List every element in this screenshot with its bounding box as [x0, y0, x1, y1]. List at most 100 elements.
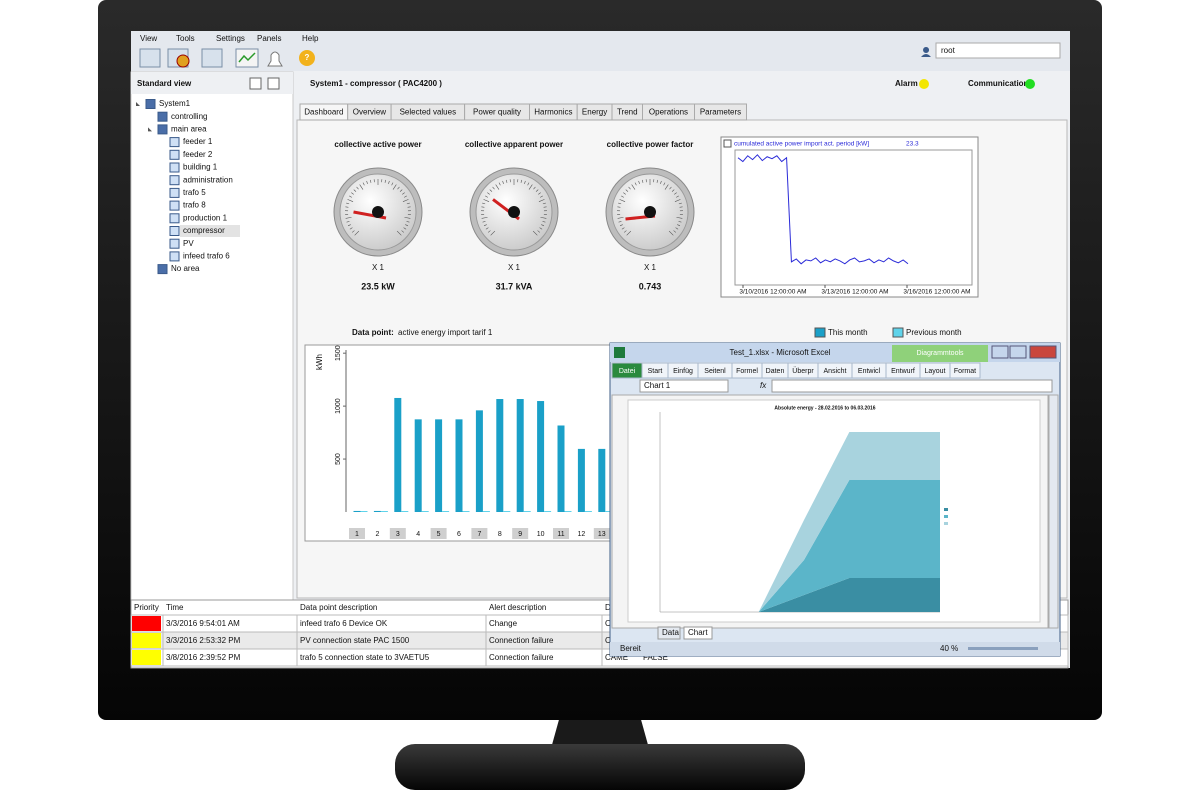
- tab[interactable]: [694, 103, 747, 121]
- bar: [373, 510, 381, 512]
- window-button[interactable]: [991, 345, 1009, 359]
- tree-icon: [169, 162, 180, 173]
- gauge-tick: [346, 220, 350, 223]
- stand-base: [395, 744, 805, 790]
- toolbar-button[interactable]: [299, 50, 315, 66]
- window-button[interactable]: [1029, 345, 1057, 359]
- menu-item[interactable]: Tools: [176, 34, 195, 43]
- ribbon-tab[interactable]: [949, 362, 981, 379]
- toolbar-button[interactable]: [139, 48, 161, 68]
- toolbar-button[interactable]: [267, 51, 283, 67]
- bar: [482, 511, 490, 512]
- gauge-tick: [631, 184, 636, 190]
- gauge-tick: [362, 182, 365, 186]
- communication-label: Communication: [968, 79, 1029, 88]
- tree-item[interactable]: trafo 8: [183, 201, 206, 210]
- tree-item[interactable]: compressor: [183, 226, 225, 235]
- tree-expander[interactable]: [136, 102, 140, 106]
- tree-expander[interactable]: [148, 127, 152, 132]
- sheet-tab[interactable]: [657, 626, 681, 640]
- gauge-tick: [664, 184, 669, 190]
- gauge-tick: [351, 192, 354, 195]
- bar: [598, 448, 606, 512]
- tree-item[interactable]: PV: [183, 239, 194, 248]
- scrollbar[interactable]: [1048, 394, 1059, 629]
- legend-swatch: [892, 327, 904, 338]
- tree-item[interactable]: System1: [159, 99, 191, 108]
- gauge-tick: [538, 192, 541, 195]
- gauge-tick: [490, 230, 496, 236]
- toolbar: ?: [139, 48, 315, 68]
- gauge-tick: [481, 216, 488, 219]
- gauge-tick: [487, 230, 491, 233]
- toolbar-button[interactable]: [201, 48, 223, 68]
- gauge-tick: [489, 189, 493, 192]
- bar: [442, 511, 450, 512]
- bar: [496, 399, 504, 512]
- x-tick-label: 1: [355, 531, 359, 538]
- bar: [455, 419, 463, 512]
- tree-item[interactable]: feeder 2: [183, 150, 213, 159]
- ribbon-tab-label: Datei: [619, 368, 636, 375]
- trend-checkbox[interactable]: [723, 139, 732, 148]
- menu-item[interactable]: View: [140, 34, 157, 43]
- alarm-cell: infeed trafo 6 Device OK: [300, 619, 388, 628]
- tree-item[interactable]: main area: [171, 125, 207, 134]
- device-title: System1 - compressor ( PAC4200 ): [310, 79, 442, 88]
- x-tick-label: 11: [557, 531, 564, 538]
- gauge-tick: [349, 195, 352, 198]
- menu-item[interactable]: Settings: [216, 34, 245, 43]
- tree-item[interactable]: infeed trafo 6: [183, 252, 230, 261]
- tree-item[interactable]: building 1: [183, 163, 218, 172]
- gauge-tick: [406, 220, 410, 223]
- gauge-tick: [485, 195, 488, 198]
- name-box[interactable]: [639, 379, 729, 393]
- column-header: Data point description: [300, 603, 377, 612]
- tree-item[interactable]: No area: [171, 264, 200, 273]
- alarm-cell: CAME: [605, 653, 628, 662]
- window-title: Test_1.xlsx - Microsoft Excel: [730, 348, 831, 357]
- menu-item[interactable]: Help: [302, 34, 319, 43]
- zoom-slider[interactable]: [968, 647, 1038, 650]
- menu-item[interactable]: Panels: [257, 34, 281, 43]
- tree-icon: [169, 226, 180, 236]
- ribbon-tab-label: Ansicht: [824, 368, 847, 375]
- edit-button[interactable]: [249, 77, 262, 90]
- formula-bar[interactable]: [771, 379, 1053, 393]
- x-tick-label: 8: [498, 531, 502, 538]
- tree-icon: [157, 264, 168, 275]
- gauge-tick: [356, 186, 359, 190]
- ribbon-tab-label: Formel: [736, 368, 758, 375]
- tree-item[interactable]: trafo 5: [183, 188, 206, 197]
- datapoint-name: active energy import tarif 1: [398, 328, 493, 337]
- gauge-tick: [354, 230, 360, 236]
- alarm-label: Alarm: [895, 79, 918, 88]
- gauge-tick: [621, 195, 624, 198]
- status-bar: [610, 642, 1060, 656]
- bar: [523, 511, 531, 512]
- gauge-tick: [347, 224, 351, 227]
- tree-item[interactable]: feeder 1: [183, 137, 213, 146]
- gauge-tick: [537, 230, 541, 233]
- tree-item[interactable]: controlling: [171, 112, 207, 121]
- gauge-factor: X 1: [644, 263, 657, 272]
- alarm-cell: 3/3/2016 9:54:01 AM: [166, 619, 240, 628]
- gauge-tick: [619, 199, 626, 202]
- area: [668, 432, 940, 612]
- tree-icon: [145, 99, 156, 109]
- tree-item[interactable]: production 1: [183, 213, 228, 222]
- bar: [605, 511, 613, 512]
- tree-icon: [169, 187, 180, 198]
- edit-button[interactable]: [267, 77, 280, 90]
- window-button[interactable]: [1009, 345, 1027, 359]
- alarm-cell: 3/3/2016 2:53:32 PM: [166, 636, 241, 645]
- bar: [360, 511, 368, 512]
- user-field[interactable]: [935, 42, 1061, 59]
- tree-item[interactable]: administration: [183, 175, 233, 184]
- gauge-tick: [392, 184, 397, 190]
- gauge-tick: [404, 195, 407, 198]
- category-cell: [553, 528, 569, 539]
- gauge-tick: [671, 189, 675, 192]
- tree-icon: [169, 213, 180, 224]
- sheet-tab[interactable]: [683, 626, 713, 640]
